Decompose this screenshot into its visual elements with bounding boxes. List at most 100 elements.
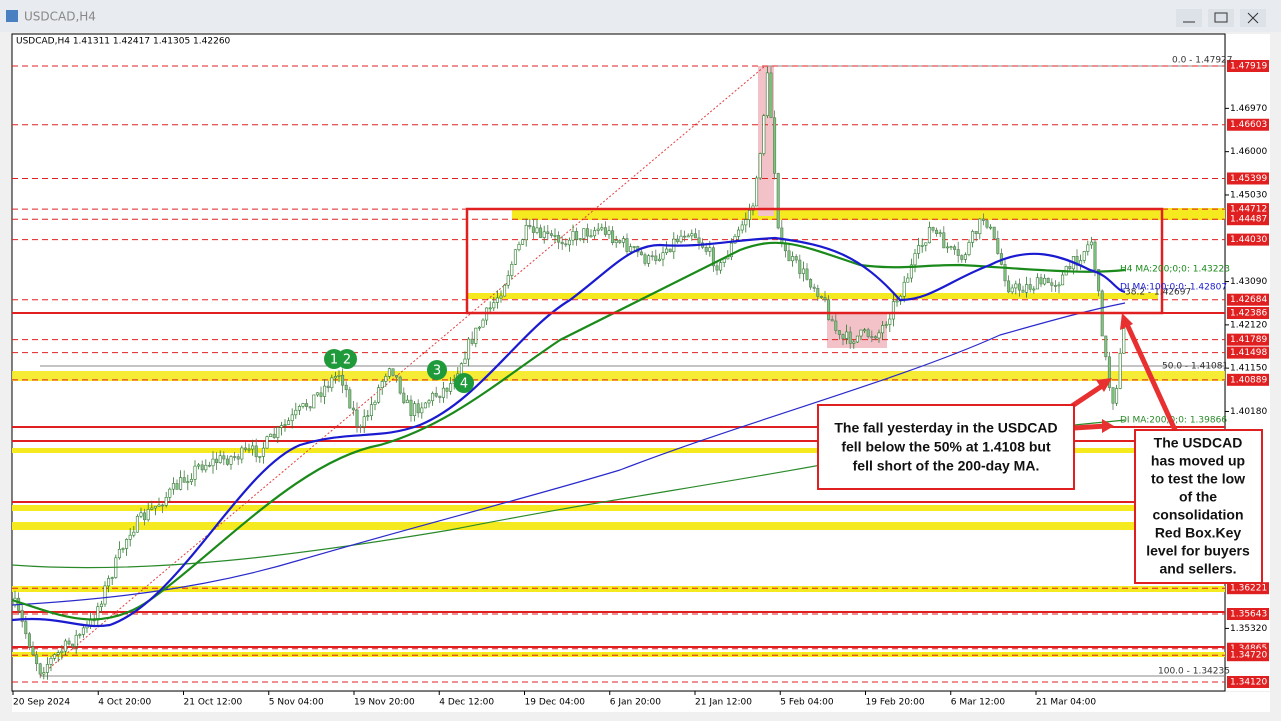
candle-body bbox=[510, 264, 514, 276]
candle-body bbox=[348, 389, 352, 409]
maximize-icon bbox=[1214, 12, 1228, 23]
candle-body bbox=[312, 394, 316, 409]
ma-label: DI MA:100;0;0: 1.42807 bbox=[1120, 283, 1227, 293]
candle-body bbox=[107, 578, 111, 587]
candle-body bbox=[996, 238, 1000, 254]
candle-body bbox=[110, 577, 114, 579]
candle-body bbox=[927, 227, 931, 244]
candle-body bbox=[830, 319, 834, 322]
yellow-band bbox=[12, 505, 1225, 511]
candle-body bbox=[99, 603, 103, 608]
price-tag bbox=[1227, 675, 1269, 688]
callout-text: The fall yesterday in the USDCAD bbox=[834, 420, 1057, 436]
candle-body bbox=[474, 327, 478, 344]
candle-body bbox=[589, 235, 593, 238]
candle-body bbox=[647, 255, 651, 264]
candle-body bbox=[920, 245, 924, 247]
candle-body bbox=[1086, 244, 1090, 252]
candle-body bbox=[197, 464, 201, 467]
price-tag bbox=[1227, 60, 1269, 72]
candle-body bbox=[593, 230, 597, 237]
candle-body bbox=[459, 363, 463, 375]
candle-body bbox=[333, 376, 337, 379]
candles bbox=[13, 66, 1126, 680]
candle-body bbox=[1082, 251, 1086, 261]
candle-body bbox=[1111, 387, 1115, 404]
price-tag bbox=[1227, 333, 1269, 346]
candle-body bbox=[423, 402, 427, 409]
candle-body bbox=[431, 392, 435, 402]
candle-body bbox=[787, 250, 791, 262]
candle-body bbox=[391, 368, 395, 376]
yellow-band bbox=[12, 586, 1225, 592]
candle-body bbox=[769, 72, 773, 119]
candle-body bbox=[618, 240, 622, 243]
candle-body bbox=[269, 433, 273, 437]
markers: 1 2 3 4 bbox=[324, 349, 474, 393]
callout-text: fell short of the 200-day MA. bbox=[853, 458, 1040, 474]
candle-body bbox=[420, 407, 424, 414]
candle-body bbox=[1089, 241, 1093, 246]
candle-body bbox=[931, 227, 935, 231]
price-label: 1.42386 bbox=[1230, 308, 1267, 318]
candle-body bbox=[938, 232, 942, 235]
time-label: 20 Sep 2024 bbox=[13, 698, 70, 708]
candle-body bbox=[186, 481, 190, 483]
candle-body bbox=[913, 253, 917, 266]
price-tag bbox=[1227, 608, 1269, 621]
candle-body bbox=[402, 392, 406, 404]
marker bbox=[454, 373, 474, 393]
candle-body bbox=[567, 239, 571, 246]
candle-body bbox=[600, 227, 604, 230]
candle-body bbox=[355, 409, 359, 427]
candle-body bbox=[305, 403, 309, 407]
candle-body bbox=[341, 374, 345, 386]
candle-body bbox=[632, 246, 636, 248]
candle-body bbox=[607, 230, 611, 235]
candle-body bbox=[531, 226, 535, 233]
candle-body bbox=[711, 247, 715, 267]
price-label: 1.42120 bbox=[1230, 320, 1267, 330]
price-label: 1.45030 bbox=[1230, 190, 1267, 200]
ma-100-daily bbox=[11, 302, 1126, 606]
maximize-button[interactable] bbox=[1208, 9, 1234, 27]
candle-body bbox=[744, 219, 748, 226]
candle-body bbox=[261, 447, 265, 457]
candle-body bbox=[323, 385, 327, 397]
candle-body bbox=[1068, 266, 1072, 270]
candle-body bbox=[143, 512, 147, 521]
candle-body bbox=[521, 239, 525, 245]
candle-body bbox=[233, 456, 237, 458]
candle-body bbox=[215, 458, 219, 464]
candle-body bbox=[477, 326, 481, 329]
candle-body bbox=[877, 332, 881, 339]
candle-body bbox=[524, 224, 528, 241]
minimize-button[interactable] bbox=[1176, 9, 1202, 27]
candle-body bbox=[737, 229, 741, 237]
candle-body bbox=[182, 477, 186, 483]
candle-body bbox=[81, 627, 85, 635]
candle-body bbox=[153, 505, 157, 509]
candle-body bbox=[35, 654, 39, 665]
candle-body bbox=[1107, 356, 1111, 388]
candle-body bbox=[546, 231, 550, 234]
candle-body bbox=[1104, 335, 1108, 358]
yellow-band bbox=[12, 448, 1225, 453]
title-bar bbox=[0, 0, 1281, 32]
consolidation-box bbox=[465, 207, 1164, 315]
candle-body bbox=[103, 585, 107, 605]
candle-body bbox=[582, 228, 586, 239]
time-labels: 20 Sep 2024 4 Oct 20:00 21 Oct 12:00 5 Nov … bbox=[12, 691, 1096, 708]
candle-body bbox=[503, 284, 507, 297]
candle-body bbox=[398, 376, 402, 394]
candle-body bbox=[974, 231, 978, 235]
candle-body bbox=[1021, 289, 1025, 293]
candle-body bbox=[413, 403, 417, 416]
window-buttons[interactable] bbox=[1176, 9, 1266, 27]
candle-body bbox=[1046, 277, 1050, 284]
candle-body bbox=[967, 242, 971, 255]
candle-body bbox=[366, 415, 370, 417]
candle-body bbox=[517, 244, 521, 251]
candle-body bbox=[294, 409, 298, 416]
candle-body bbox=[438, 395, 442, 398]
